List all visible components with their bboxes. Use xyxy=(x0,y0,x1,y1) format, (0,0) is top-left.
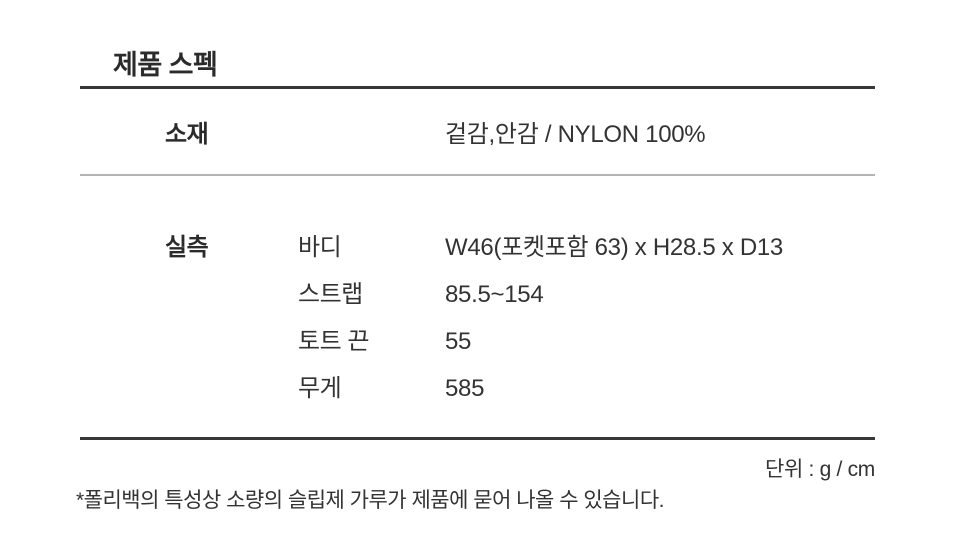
measure-value-weight: 585 xyxy=(445,375,485,402)
table-row: 무게 585 xyxy=(298,365,875,412)
material-value: 겉감,안감 / NYLON 100% xyxy=(445,121,706,148)
table-row: 스트랩 85.5~154 xyxy=(298,271,875,318)
measure-name-body: 바디 xyxy=(298,234,342,261)
measure-value-tote-strap: 55 xyxy=(445,328,472,355)
measure-name-strap: 스트랩 xyxy=(298,281,363,308)
spec-table: 소재 겉감,안감 / NYLON 100% 실측 바디 W46(포켓포함 63)… xyxy=(80,86,875,440)
measure-value-strap: 85.5~154 xyxy=(445,281,544,308)
table-row: 토트 끈 55 xyxy=(298,318,875,365)
measure-value-body: W46(포켓포함 63) x H28.5 x D13 xyxy=(445,234,783,261)
unit-note: 단위 : g / cm xyxy=(764,458,875,481)
table-row: 바디 W46(포켓포함 63) x H28.5 x D13 xyxy=(298,224,875,271)
measure-name-weight: 무게 xyxy=(298,375,342,402)
material-row: 소재 겉감,안감 / NYLON 100% xyxy=(80,89,875,176)
page-title: 제품 스펙 xyxy=(113,50,218,81)
footnote: *폴리백의 특성상 소량의 슬립제 가루가 제품에 묻어 나올 수 있습니다. xyxy=(76,489,664,512)
measurements-label: 실측 xyxy=(165,234,209,261)
material-label: 소재 xyxy=(165,121,209,148)
measurements-section: 실측 바디 W46(포켓포함 63) x H28.5 x D13 스트랩 85.… xyxy=(80,176,875,437)
measure-name-tote-strap: 토트 끈 xyxy=(298,328,369,355)
measurements-rows: 바디 W46(포켓포함 63) x H28.5 x D13 스트랩 85.5~1… xyxy=(298,224,875,412)
